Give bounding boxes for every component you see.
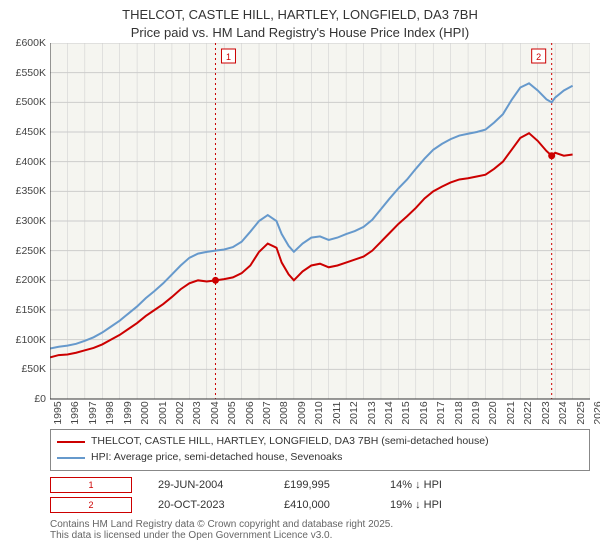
x-axis-label: 2011: [329, 402, 343, 425]
x-axis-label: 2001: [155, 401, 169, 424]
y-axis-label: £300K: [16, 215, 50, 227]
x-axis-label: 2008: [276, 401, 290, 424]
transaction-delta: 14% ↓ HPI: [390, 479, 470, 491]
legend-label: HPI: Average price, semi-detached house,…: [91, 450, 342, 466]
chart-title: THELCOT, CASTLE HILL, HARTLEY, LONGFIELD…: [0, 0, 600, 43]
y-axis-label: £200K: [16, 274, 50, 286]
x-axis-label: 2004: [207, 401, 221, 424]
transaction-row: 1 29-JUN-2004 £199,995 14% ↓ HPI: [50, 475, 590, 495]
transaction-delta: 19% ↓ HPI: [390, 499, 470, 511]
transaction-price: £199,995: [284, 479, 364, 491]
y-axis-label: £150K: [16, 304, 50, 316]
transaction-row: 2 20-OCT-2023 £410,000 19% ↓ HPI: [50, 495, 590, 515]
transaction-price: £410,000: [284, 499, 364, 511]
transaction-marker: 1: [50, 477, 132, 493]
title-line-1: THELCOT, CASTLE HILL, HARTLEY, LONGFIELD…: [10, 6, 590, 24]
y-axis-label: £250K: [16, 245, 50, 257]
y-axis-label: £350K: [16, 185, 50, 197]
x-axis-label: 1997: [85, 401, 99, 424]
svg-text:2: 2: [536, 52, 541, 62]
legend-label: THELCOT, CASTLE HILL, HARTLEY, LONGFIELD…: [91, 434, 489, 450]
x-axis-label: 2012: [346, 401, 360, 424]
x-axis-label: 2025: [573, 401, 587, 424]
legend-row: THELCOT, CASTLE HILL, HARTLEY, LONGFIELD…: [57, 434, 583, 450]
transaction-date: 29-JUN-2004: [158, 479, 258, 491]
legend: THELCOT, CASTLE HILL, HARTLEY, LONGFIELD…: [50, 429, 590, 471]
x-axis-label: 2021: [503, 401, 517, 424]
x-axis-label: 2022: [520, 401, 534, 424]
x-axis-label: 2007: [259, 401, 273, 424]
chart-svg: 12: [50, 43, 590, 423]
transaction-date: 20-OCT-2023: [158, 499, 258, 511]
legend-row: HPI: Average price, semi-detached house,…: [57, 450, 583, 466]
y-axis-label: £0: [34, 393, 50, 405]
x-axis-label: 2019: [468, 401, 482, 424]
x-axis-label: 2013: [364, 401, 378, 424]
x-axis-label: 2016: [416, 401, 430, 424]
x-axis-label: 2014: [381, 401, 395, 424]
legend-swatch: [57, 457, 85, 459]
licence-line-1: Contains HM Land Registry data © Crown c…: [50, 519, 590, 530]
x-axis-label: 2006: [242, 401, 256, 424]
transactions-table: 1 29-JUN-2004 £199,995 14% ↓ HPI 2 20-OCT-202…: [50, 475, 590, 515]
x-axis-label: 2017: [433, 401, 447, 424]
y-axis-label: £450K: [16, 126, 50, 138]
svg-text:1: 1: [226, 52, 231, 62]
x-axis-label: 2020: [485, 401, 499, 424]
x-axis-label: 2023: [538, 401, 552, 424]
x-axis-label: 2003: [189, 401, 203, 424]
y-axis-label: £500K: [16, 96, 50, 108]
title-line-2: Price paid vs. HM Land Registry's House …: [10, 24, 590, 42]
licence-text: Contains HM Land Registry data © Crown c…: [50, 519, 590, 541]
transaction-marker: 2: [50, 497, 132, 513]
x-axis-label: 1996: [67, 401, 81, 424]
legend-swatch: [57, 441, 85, 443]
y-axis-label: £600K: [16, 37, 50, 49]
x-axis-label: 2015: [398, 401, 412, 424]
licence-line-2: This data is licensed under the Open Gov…: [50, 530, 590, 541]
x-axis-label: 2000: [137, 401, 151, 424]
x-axis-label: 2026: [590, 401, 600, 424]
x-axis-label: 2009: [294, 401, 308, 424]
y-axis-label: £550K: [16, 67, 50, 79]
price-chart: 12 £0£50K£100K£150K£200K£250K£300K£350K£…: [50, 43, 590, 423]
x-axis-label: 1999: [120, 401, 134, 424]
x-axis-label: 2002: [172, 401, 186, 424]
x-axis-label: 2018: [451, 401, 465, 424]
x-axis-label: 2005: [224, 401, 238, 424]
x-axis-label: 2024: [555, 401, 569, 424]
y-axis-label: £100K: [16, 334, 50, 346]
y-axis-label: £400K: [16, 156, 50, 168]
x-axis-label: 1998: [102, 401, 116, 424]
y-axis-label: £50K: [21, 363, 50, 375]
x-axis-label: 2010: [311, 401, 325, 424]
x-axis-label: 1995: [50, 401, 64, 424]
